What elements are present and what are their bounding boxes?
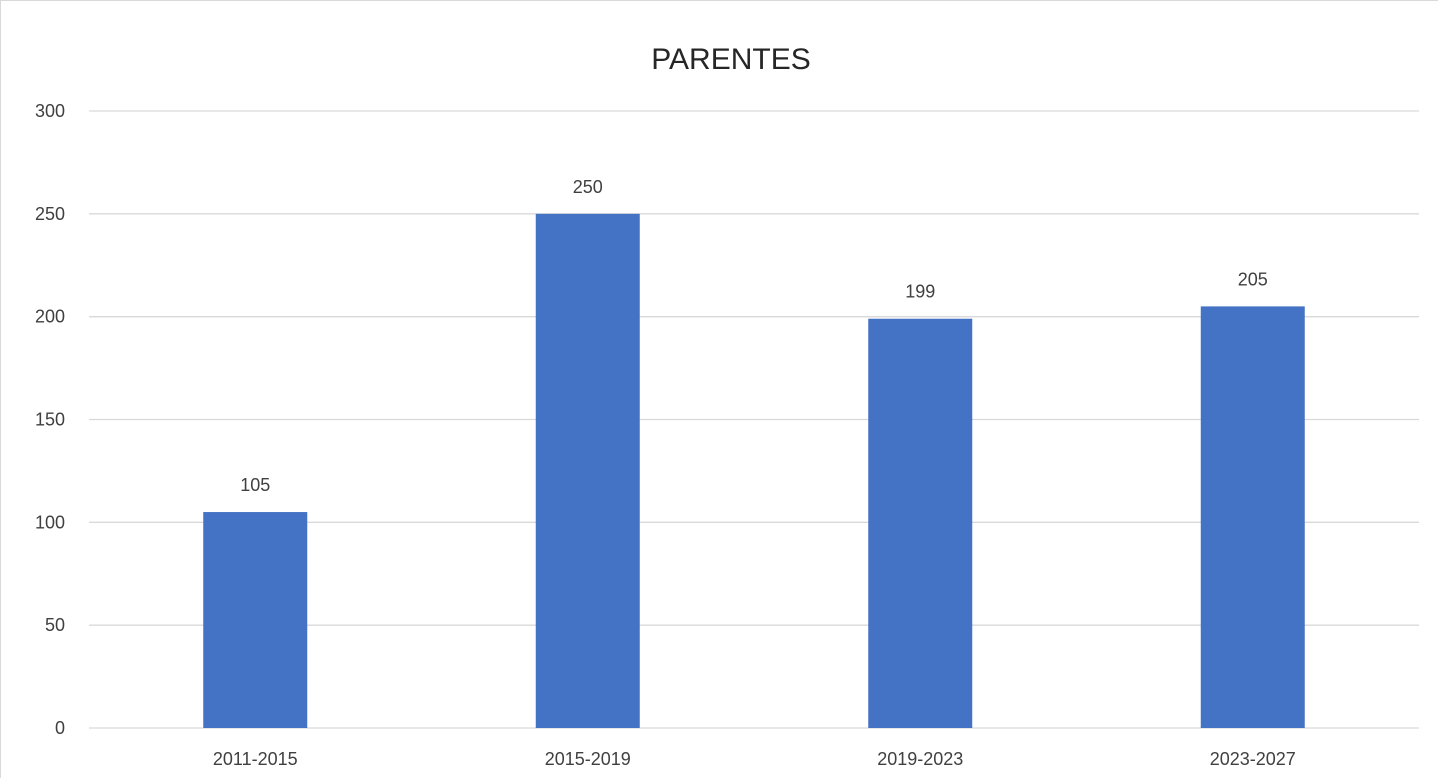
x-tick-label: 2023-2027 bbox=[1210, 749, 1296, 769]
bar-2019-2023 bbox=[868, 318, 973, 728]
y-tick-label: 150 bbox=[35, 410, 65, 430]
chart-title: PARENTES bbox=[651, 43, 810, 76]
y-tick-label: 0 bbox=[55, 718, 65, 738]
bar-2023-2027 bbox=[1200, 306, 1305, 728]
x-tick-label: 2015-2019 bbox=[545, 749, 631, 769]
y-tick-label: 100 bbox=[35, 512, 65, 532]
gridlines bbox=[89, 110, 1419, 729]
data-label: 250 bbox=[573, 177, 603, 197]
x-tick-label: 2019-2023 bbox=[877, 749, 963, 769]
data-label: 199 bbox=[905, 282, 935, 302]
y-tick-label: 50 bbox=[45, 615, 65, 635]
x-axis-tick-labels: 2011-2015 2015-2019 2019-2023 2023-2027 bbox=[213, 749, 1296, 769]
bars bbox=[203, 213, 1305, 729]
data-label: 205 bbox=[1238, 269, 1268, 289]
bar-2015-2019 bbox=[535, 213, 640, 729]
data-label: 105 bbox=[240, 475, 270, 495]
y-tick-label: 200 bbox=[35, 307, 65, 327]
y-tick-label: 250 bbox=[35, 204, 65, 224]
data-labels: 105 250 199 205 bbox=[240, 177, 1268, 495]
bar-2011-2015 bbox=[203, 512, 308, 728]
y-tick-label: 300 bbox=[35, 101, 65, 121]
y-axis-tick-labels: 0 50 100 150 200 250 300 bbox=[35, 101, 65, 738]
x-tick-label: 2011-2015 bbox=[213, 749, 298, 769]
